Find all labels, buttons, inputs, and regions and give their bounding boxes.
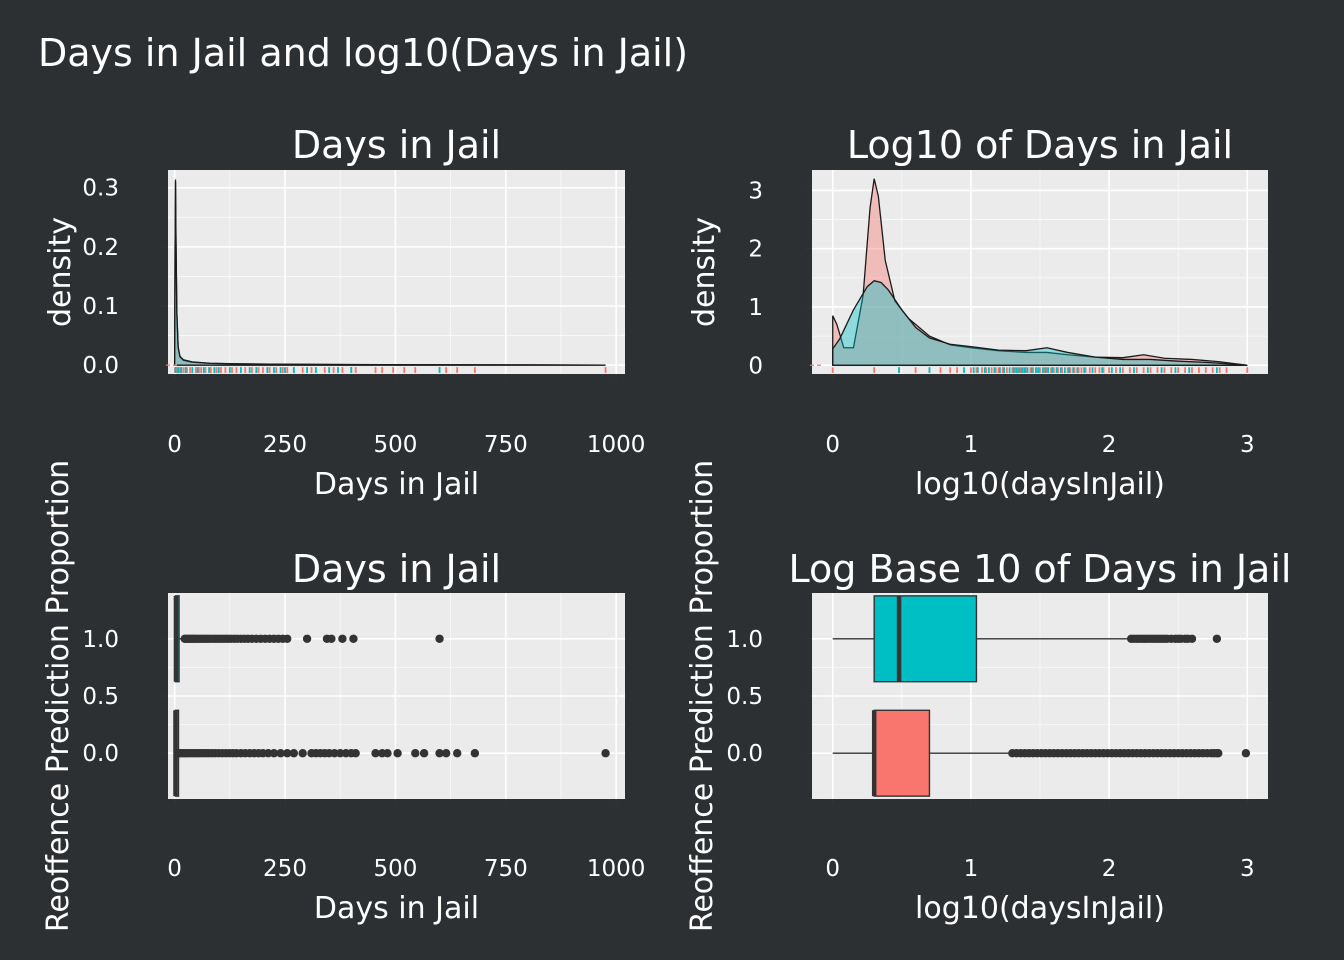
y-tick-label: 0 [748, 353, 763, 379]
outlier-point [411, 749, 420, 758]
outlier-point [419, 749, 429, 758]
outlier-point [289, 749, 299, 758]
x-tick-label: 0 [167, 432, 182, 458]
outlier-point [441, 749, 451, 758]
y-tick-label: 0.0 [82, 741, 119, 767]
outlier-point [264, 749, 273, 758]
outlier-point [283, 749, 292, 758]
x-tick-label: 500 [373, 856, 417, 882]
density-area-group-1 [832, 280, 1248, 366]
outlier-point [371, 749, 380, 758]
y-tick-label: 0.0 [82, 353, 119, 379]
outlier-point [298, 749, 307, 758]
outlier-point [601, 749, 610, 758]
x-tick-label: 0 [167, 856, 182, 882]
box-group-1 [873, 595, 978, 683]
x-tick-label: 750 [484, 432, 528, 458]
x-tick-label: 250 [263, 856, 307, 882]
x-tick-label: 750 [484, 856, 528, 882]
outlier-point [302, 634, 312, 643]
outlier-point [336, 749, 345, 758]
outlier-point [1241, 749, 1251, 758]
y-tick-label: 2 [748, 237, 763, 263]
x-tick-label: 1 [964, 856, 979, 882]
outlier-point [351, 749, 360, 758]
x-tick-label: 0 [825, 856, 840, 882]
outlier-point [435, 634, 444, 643]
y-tick-label: 0.0 [726, 741, 763, 767]
x-axis-label: log10(daysInJail) [915, 467, 1165, 502]
panel-title: Days in Jail [292, 547, 501, 591]
y-tick-label: 3 [748, 178, 763, 204]
y-axis-label: Reoffence Prediction Proportion [685, 460, 720, 932]
y-axis-label: density [43, 217, 78, 327]
page-title: Days in Jail and log10(Days in Jail) [38, 31, 688, 75]
plot-area [168, 170, 625, 374]
x-tick-label: 250 [263, 432, 307, 458]
outlier-point [383, 749, 392, 758]
panel-title: Days in Jail [292, 123, 501, 167]
y-tick-label: 0.1 [82, 294, 119, 320]
x-tick-label: 500 [373, 432, 417, 458]
x-tick-label: 1000 [587, 856, 646, 882]
x-tick-label: 0 [825, 432, 840, 458]
y-tick-label: 0.3 [82, 176, 119, 202]
x-tick-label: 3 [1240, 856, 1255, 882]
outlier-point [276, 749, 285, 758]
density-area-group-1 [173, 181, 606, 366]
outlier-point [1214, 749, 1223, 758]
outlier-point [1212, 634, 1222, 643]
y-tick-label: 0.2 [82, 235, 119, 261]
x-tick-label: 1000 [587, 432, 646, 458]
y-axis-label: density [687, 217, 722, 327]
x-tick-label: 2 [1102, 432, 1117, 458]
outlier-point [349, 634, 358, 643]
outlier-point [470, 749, 480, 758]
y-tick-label: 0.5 [82, 684, 119, 710]
x-tick-label: 3 [1240, 432, 1255, 458]
chart-panel-3: 0 250 500 750 1000 0.0 0.5 1.0 Days in Jail Days … [41, 460, 645, 932]
y-tick-label: 1.0 [726, 627, 763, 653]
outlier-point [269, 749, 279, 758]
x-tick-label: 2 [1102, 856, 1117, 882]
outlier-point [330, 749, 339, 758]
y-axis-label: Reoffence Prediction Proportion [41, 460, 76, 932]
x-axis-label: Days in Jail [314, 467, 479, 502]
y-tick-label: 1.0 [82, 627, 119, 653]
x-tick-label: 1 [964, 432, 979, 458]
x-axis-label: log10(daysInJail) [915, 891, 1165, 926]
y-tick-label: 0.5 [726, 684, 763, 710]
outlier-point [327, 634, 336, 643]
box-group-0 [873, 709, 931, 797]
outlier-point [393, 749, 402, 758]
outlier-point [453, 749, 462, 758]
x-axis-label: Days in Jail [314, 891, 479, 926]
chart-panel-1: 0 250 500 750 1000 0.0 0.1 0.2 0.3 Days in Jail Da… [43, 123, 645, 502]
panel-title: Log10 of Days in Jail [847, 123, 1233, 167]
outlier-point [338, 634, 347, 643]
outlier-point [283, 634, 292, 643]
chart-panel-2: 0 1 2 3 0 1 2 3 Log10 of Days in Jail log10(daysI… [687, 123, 1268, 502]
y-tick-label: 1 [748, 295, 763, 321]
outlier-point [1187, 634, 1197, 643]
outlier-point [435, 749, 444, 758]
panel-title: Log Base 10 of Days in Jail [789, 547, 1292, 591]
chart-panel-4: 0 1 2 3 0.0 0.5 1.0 Log Base 10 of Days in Jail… [685, 460, 1291, 932]
